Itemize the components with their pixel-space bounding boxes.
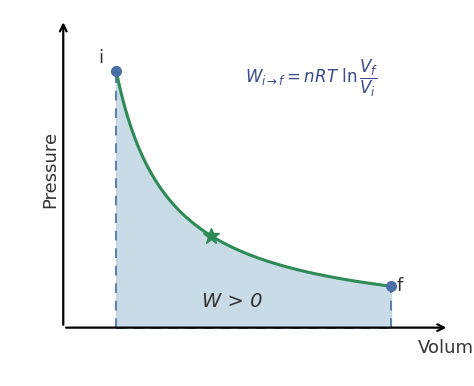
Text: Pressure: Pressure [41,131,59,208]
Text: Volume: Volume [418,340,474,357]
Text: $W_{i \rightarrow f} = nRT\ \ln\dfrac{V_f}{V_i}$: $W_{i \rightarrow f} = nRT\ \ln\dfrac{V_… [246,58,379,99]
Text: f: f [396,277,402,295]
Text: i: i [98,49,103,67]
Text: W > 0: W > 0 [202,293,263,312]
